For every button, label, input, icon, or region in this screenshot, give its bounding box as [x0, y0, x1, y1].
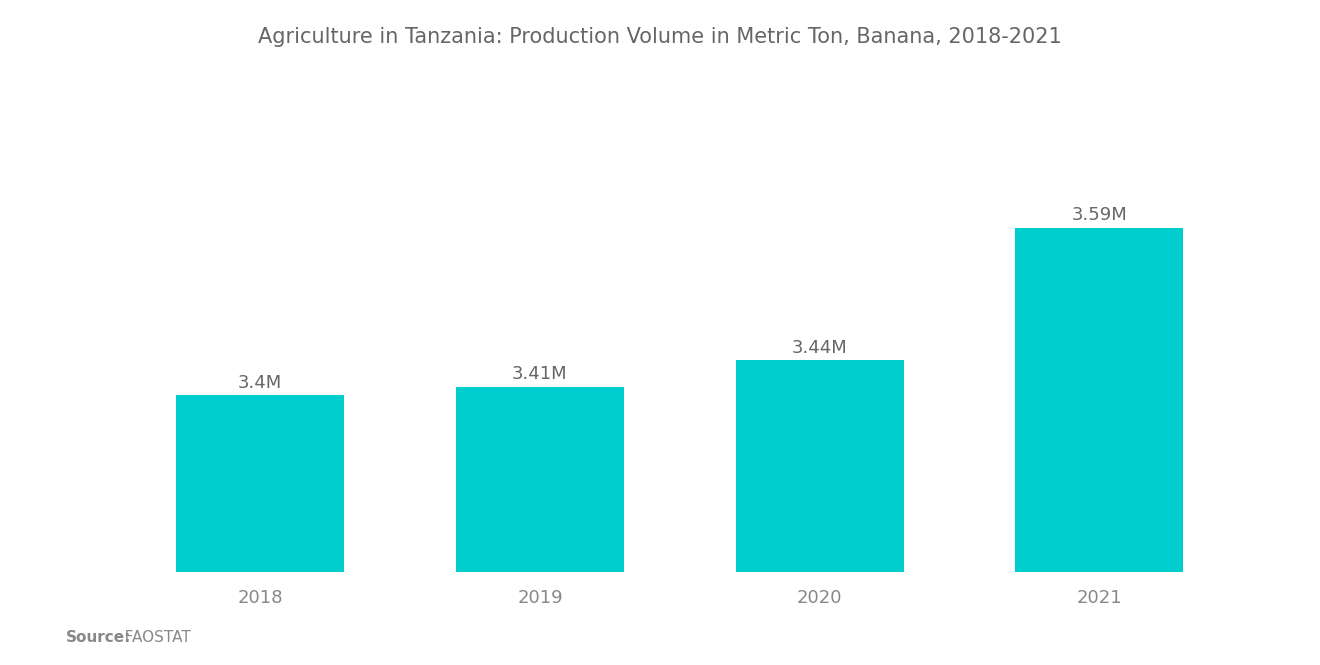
- Text: FAOSTAT: FAOSTAT: [110, 630, 190, 645]
- Text: 3.41M: 3.41M: [512, 365, 568, 383]
- Text: Source:: Source:: [66, 630, 132, 645]
- Bar: [455, 386, 624, 665]
- Text: 3.4M: 3.4M: [238, 374, 282, 392]
- Text: 3.44M: 3.44M: [792, 338, 847, 356]
- Bar: [735, 360, 904, 665]
- Text: Agriculture in Tanzania: Production Volume in Metric Ton, Banana, 2018-2021: Agriculture in Tanzania: Production Volu…: [259, 27, 1061, 47]
- Text: 3.59M: 3.59M: [1072, 206, 1127, 224]
- Bar: [177, 396, 345, 665]
- Bar: [1015, 227, 1183, 665]
